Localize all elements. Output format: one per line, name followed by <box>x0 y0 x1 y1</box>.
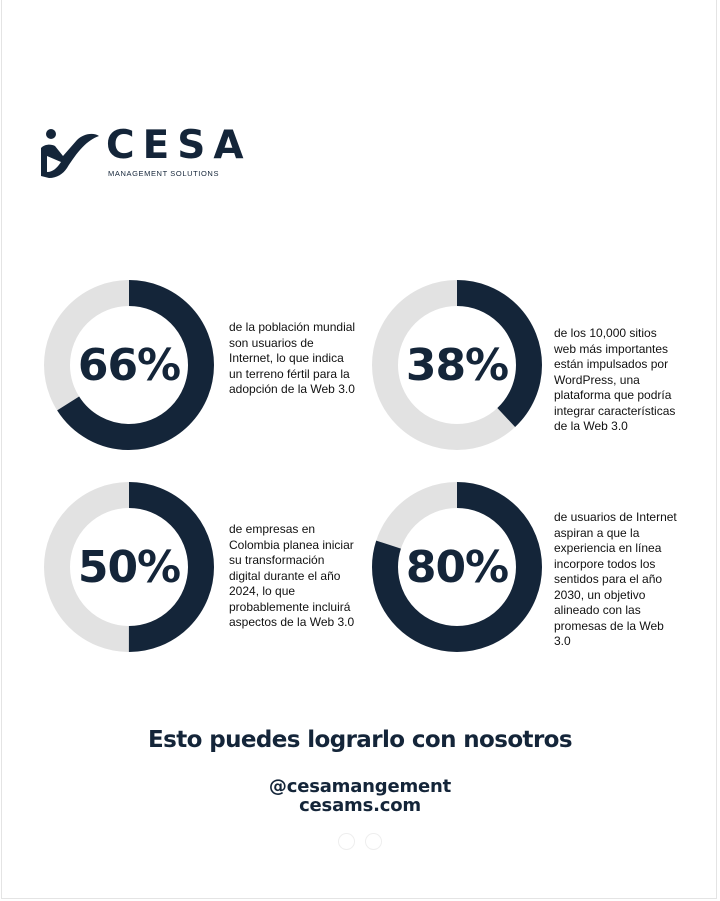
cesa-logo-mark-icon <box>41 129 99 178</box>
stat-percent-3: 50% <box>77 541 181 593</box>
donut-fill-4 <box>372 482 542 652</box>
carousel-dot-1[interactable] <box>338 833 355 850</box>
donut-ring-2 <box>372 280 542 450</box>
carousel-dots <box>338 833 382 850</box>
donut-ring-3 <box>44 482 214 652</box>
donut-fill-1 <box>44 280 214 450</box>
brand-tagline: MANAGEMENT SOLUTIONS <box>108 169 220 178</box>
call-to-action: Esto puedes lograrlo con nosotros <box>148 727 573 753</box>
donut-fill-2 <box>372 280 542 450</box>
stat-ring-4: 80% <box>372 482 542 652</box>
stat-description-4: de usuarios de Internet aspiran a que la… <box>554 510 677 648</box>
donut-ring-1 <box>44 280 214 450</box>
donut-fill-3 <box>44 482 214 652</box>
stat-ring-1: 66% <box>44 280 214 450</box>
brand-name: CESA <box>106 123 252 168</box>
donut-ring-4 <box>372 482 542 652</box>
stat-description-2: de los 10,000 sitios web más importantes… <box>554 326 676 433</box>
cesa-logo: CESA MANAGEMENT SOLUTIONS <box>37 124 247 182</box>
carousel-dot-2[interactable] <box>365 833 382 850</box>
website-link[interactable]: cesams.com <box>299 795 421 816</box>
stat-percent-4: 80% <box>405 541 509 593</box>
stat-ring-3: 50% <box>44 482 214 652</box>
social-handle[interactable]: @cesamangement <box>268 776 452 797</box>
stat-description-3: de empresas en Colombia planea iniciar s… <box>229 522 355 629</box>
stat-percent-2: 38% <box>405 339 509 391</box>
stat-percent-1: 66% <box>77 339 181 391</box>
stat-ring-2: 38% <box>372 280 542 450</box>
stat-description-1: de la población mundial son usuarios de … <box>229 320 356 396</box>
